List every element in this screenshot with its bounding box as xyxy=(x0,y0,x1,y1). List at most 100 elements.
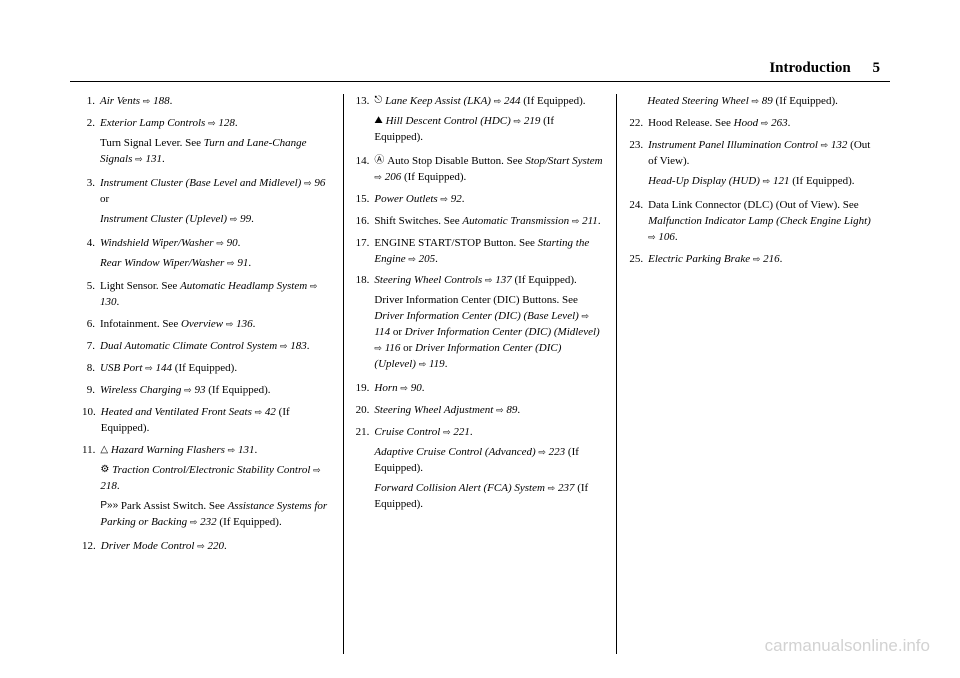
list-item: 25.Electric Parking Brake ⇨ 216. xyxy=(629,252,878,268)
item-body: Steering Wheel Adjustment ⇨ 89. xyxy=(374,403,604,419)
text-span: (If Equipped). xyxy=(773,95,838,107)
text-span: ⇨ xyxy=(313,465,321,475)
item-number: 21. xyxy=(356,425,375,515)
text-span: Hazard Warning Flashers xyxy=(111,444,228,456)
text-span: 42 xyxy=(262,406,276,418)
text-span: 137 xyxy=(492,274,511,286)
text-span: 205 xyxy=(416,253,435,265)
text-span: 89 xyxy=(504,404,518,416)
list-item: 5.Light Sensor. See Automatic Headlamp S… xyxy=(82,279,331,311)
text-span: Hood Release. See xyxy=(648,117,734,129)
list-item: 2.Exterior Lamp Controls ⇨ 128.Turn Sign… xyxy=(82,116,331,170)
text-span: Driver Information Center (DIC) (Midleve… xyxy=(405,326,600,338)
text-span: 114 xyxy=(374,326,390,338)
text-span: ⇨ xyxy=(145,363,153,373)
text-span: Exterior Lamp Controls xyxy=(100,117,208,129)
list-item: 8.USB Port ⇨ 144 (If Equipped). xyxy=(82,361,331,377)
list-item: 18.Steering Wheel Controls ⇨ 137 (If Equ… xyxy=(356,273,605,375)
text-span: (If Equipped). xyxy=(789,175,854,187)
list-item: 3.Instrument Cluster (Base Level and Mid… xyxy=(82,176,331,230)
sub-item: ⛰ Hill Descent Control (HDC) ⇨ 219 (If E… xyxy=(374,114,604,146)
text-span: ⇨ xyxy=(197,541,205,551)
text-span: ⇨ xyxy=(752,96,760,106)
text-span: 91 xyxy=(235,257,249,269)
text-span: ⇨ xyxy=(310,281,318,291)
text-span: (If Equipped). xyxy=(521,95,586,107)
text-span: . xyxy=(253,318,256,330)
text-span: Ⓐ xyxy=(374,155,387,166)
text-span: 183 xyxy=(288,340,307,352)
item-body: Air Vents ⇨ 188. xyxy=(100,94,331,110)
sub-item: ⚙ Traction Control/Electronic Stability … xyxy=(100,463,330,495)
item-body: Ⓐ Auto Stop Disable Button. See Stop/Sta… xyxy=(374,154,604,186)
list-item: 24.Data Link Connector (DLC) (Out of Vie… xyxy=(629,198,878,246)
text-span: . xyxy=(788,117,791,129)
column-3: Heated Steering Wheel ⇨ 89 (If Equipped)… xyxy=(617,94,890,654)
text-span: ⇨ xyxy=(408,253,416,263)
text-span: Driver Information Center (DIC) (Base Le… xyxy=(374,310,581,322)
text-span: Steering Wheel Adjustment xyxy=(374,404,496,416)
text-span: . xyxy=(462,193,465,205)
item-number: 7. xyxy=(82,339,100,355)
text-span: △ xyxy=(100,444,110,455)
item-number: 15. xyxy=(356,192,375,208)
list-item: 12.Driver Mode Control ⇨ 220. xyxy=(82,539,331,555)
text-span: Head-Up Display (HUD) xyxy=(648,175,763,187)
text-span: 99 xyxy=(237,213,251,225)
text-span: . xyxy=(162,153,165,165)
text-span: ⇨ xyxy=(184,385,192,395)
text-span: or xyxy=(390,326,405,338)
text-span: Heated Steering Wheel xyxy=(647,95,751,107)
text-span: . xyxy=(675,231,678,243)
text-span: Instrument Cluster (Base Level and Midle… xyxy=(100,177,304,189)
item-number: 22. xyxy=(629,116,648,132)
text-span: ⇨ xyxy=(135,154,143,164)
text-span: ENGINE START/STOP Button. See xyxy=(374,237,537,249)
text-span: 216 xyxy=(760,253,779,265)
text-span: ⇨ xyxy=(582,311,590,321)
item-number: 23. xyxy=(629,138,648,192)
item-number: 17. xyxy=(356,236,375,268)
list-item: 22.Hood Release. See Hood ⇨ 263. xyxy=(629,116,878,132)
item-body: Wireless Charging ⇨ 93 (If Equipped). xyxy=(100,383,331,399)
text-span: . xyxy=(248,257,251,269)
text-span: Park Assist Switch. See xyxy=(121,500,228,512)
text-span: 131 xyxy=(235,444,254,456)
item-body: Dual Automatic Climate Control System ⇨ … xyxy=(100,339,331,355)
text-span: . xyxy=(307,340,310,352)
item-body: Steering Wheel Controls ⇨ 137 (If Equipp… xyxy=(374,273,604,375)
text-span: USB Port xyxy=(100,362,145,374)
item-body: Heated and Ventilated Front Seats ⇨ 42 (… xyxy=(101,405,331,437)
item-body: Infotainment. See Overview ⇨ 136. xyxy=(100,317,331,333)
list-item: 14.Ⓐ Auto Stop Disable Button. See Stop/… xyxy=(356,154,605,186)
text-span: Heated and Ventilated Front Seats xyxy=(101,406,255,418)
item-body: △ Hazard Warning Flashers ⇨ 131.⚙ Tracti… xyxy=(100,443,330,533)
text-span: 121 xyxy=(770,175,789,187)
item-body: Hood Release. See Hood ⇨ 263. xyxy=(648,116,878,132)
text-span: Steering Wheel Controls xyxy=(374,274,485,286)
list-item: 10.Heated and Ventilated Front Seats ⇨ 4… xyxy=(82,405,331,437)
text-span: 131 xyxy=(143,153,162,165)
item-number: 4. xyxy=(82,236,100,274)
text-span: 219 xyxy=(521,115,540,127)
sub-item: Forward Collision Alert (FCA) System ⇨ 2… xyxy=(374,481,604,513)
list-item: 4.Windshield Wiper/Washer ⇨ 90.Rear Wind… xyxy=(82,236,331,274)
text-span: ⇨ xyxy=(440,194,448,204)
text-span: Air Vents xyxy=(100,95,143,107)
text-span: Dual Automatic Climate Control System xyxy=(100,340,280,352)
item-number: 25. xyxy=(629,252,648,268)
sub-item: Turn Signal Lever. See Turn and Lane-Cha… xyxy=(100,136,331,168)
item-body: USB Port ⇨ 144 (If Equipped). xyxy=(100,361,331,377)
text-span: 119 xyxy=(426,358,444,370)
list-item: 7.Dual Automatic Climate Control System … xyxy=(82,339,331,355)
item-body: Shift Switches. See Automatic Transmissi… xyxy=(374,214,604,230)
text-span: ⇨ xyxy=(374,343,382,353)
text-span: . xyxy=(251,213,254,225)
text-span: ⛰ xyxy=(374,115,385,126)
text-span: 221 xyxy=(451,426,470,438)
text-span: 188 xyxy=(150,95,169,107)
text-span: 244 xyxy=(501,95,520,107)
item-body: Data Link Connector (DLC) (Out of View).… xyxy=(648,198,878,246)
text-span: . xyxy=(238,237,241,249)
item-body: Instrument Panel Illumination Control ⇨ … xyxy=(648,138,878,192)
